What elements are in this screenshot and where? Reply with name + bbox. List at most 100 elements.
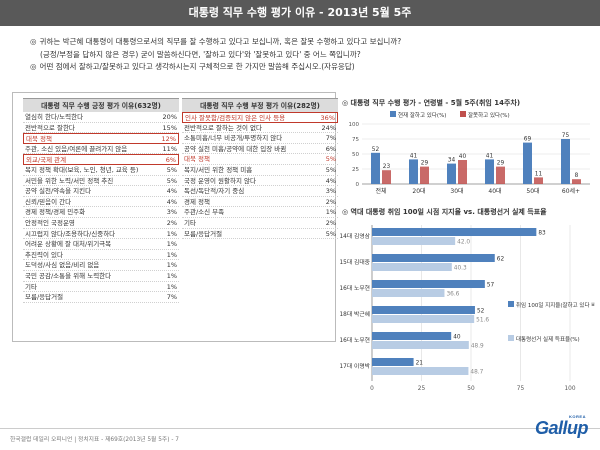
data-label: 34: [448, 158, 456, 164]
positive-reason-row: 안정적인 국정운영 2%: [23, 218, 179, 229]
x-tick-label: 75: [517, 386, 525, 392]
reason-label: 시끄럽지 않다/조용하다/신중하다: [25, 229, 116, 238]
x-tick-label: 60세+: [562, 187, 580, 195]
bar-approve: [561, 139, 570, 184]
reason-label: 독선/독단적/자기 중심: [184, 187, 245, 196]
y-tick-label: 17대 이명박: [340, 362, 371, 370]
reason-label: 공약 실천 미흡/공약에 대한 입장 바뀜: [184, 144, 287, 153]
legend-label: 잘못하고 있다(%): [468, 111, 510, 119]
question-text: (긍정/부정을 답하지 않은 경우) 굳이 말씀하신다면, '잘하고 있다'와 …: [40, 49, 361, 59]
age-approval-chart: ◎ 대통령 직무 수행 평가 - 연령별 - 5월 5주(취임 14주차) 현재 …: [340, 96, 595, 205]
x-tick-label: 50대: [526, 187, 539, 195]
question-1: ◎ 귀하는 박근혜 대통령이 대통령으로서의 직무를 잘 수행하고 있다고 보십니…: [30, 36, 590, 49]
data-label: 52: [372, 147, 380, 153]
x-tick-label: 전체: [375, 187, 386, 195]
reason-value: 2%: [166, 218, 177, 227]
question-3: ◎ 어떤 점에서 잘하고/잘못하고 있다고 생각하시는지 구체적으로 한 가지만 …: [30, 61, 590, 74]
bar-approve: [447, 163, 456, 184]
reason-value: 5%: [166, 165, 177, 174]
bar-election-vote: [372, 263, 452, 271]
positive-reason-row: 열심히 한다/노력한다 20%: [23, 112, 179, 123]
bar-approve: [485, 159, 494, 184]
negative-reason-row: 복지/서민 위한 정책 미흡 5%: [182, 165, 338, 176]
data-label: 51.6: [476, 318, 489, 324]
reason-label: 전반적으로 잘하는 것이 없다: [184, 123, 262, 132]
data-label: 48.7: [470, 370, 483, 376]
x-tick-label: 100: [564, 386, 575, 392]
reason-label: 모름/응답거절: [184, 229, 223, 238]
x-tick-label: 0: [370, 386, 374, 392]
data-label: 29: [497, 161, 505, 167]
bar-election-vote: [372, 237, 456, 245]
question-text: 어떤 점에서 잘하고/잘못하고 있다고 생각하시는지 구체적으로 한 가지만 말…: [39, 62, 355, 71]
data-label: 11: [535, 171, 543, 177]
positive-reason-row: 추진력이 있다 1%: [23, 250, 179, 261]
negative-reason-row: 주관/소신 부족 1%: [182, 207, 338, 218]
reason-label: 도덕성/사심 없음/비리 없음: [25, 261, 100, 270]
reason-value: 5%: [325, 229, 336, 238]
reason-value: 6%: [325, 144, 336, 153]
reason-value: 1%: [166, 282, 177, 291]
reason-value: 1%: [166, 229, 177, 238]
reason-label: 복지/서민 위한 정책 미흡: [184, 165, 253, 174]
bar-disapprove: [458, 160, 467, 184]
bar-approval-100days: [372, 306, 475, 314]
reason-value: 20%: [162, 113, 177, 121]
bar-approval-100days: [372, 332, 452, 340]
negative-reasons-table: 대통령 직무 수행 부정 평가 이유(282명) 인사 잘못함/검증되지 않은 …: [182, 98, 338, 240]
data-label: 48.9: [471, 344, 484, 350]
y-tick-label: 0: [356, 182, 360, 188]
reason-label: 대북 정책: [26, 135, 52, 143]
positive-reason-row: 주관, 소신 있음/여론에 끌려가지 않음 11%: [23, 144, 179, 155]
positive-reason-row: 전반적으로 잘한다 15%: [23, 123, 179, 134]
bar-approve: [523, 142, 532, 184]
question-text: 귀하는 박근혜 대통령이 대통령으로서의 직무를 잘 수행하고 있다고 보십니까…: [39, 37, 402, 46]
data-label: 62: [497, 257, 505, 263]
reason-label: 안정적인 국정운영: [25, 218, 75, 227]
negative-reason-row: 소통미흡/너무 비공개/투명하지 않다 7%: [182, 133, 338, 144]
reason-value: 5%: [325, 165, 336, 174]
gallup-logo: Gallup KOREA: [535, 414, 589, 439]
positive-reason-row: 서민을 위한 노력/서민 정책 추진 5%: [23, 176, 179, 187]
page-header: 대통령 직무 수행 평가 이유 - 2013년 5월 5주: [0, 0, 600, 26]
reason-value: 36%: [320, 114, 335, 122]
reason-value: 1%: [166, 261, 177, 270]
negative-reason-row: 독선/독단적/자기 중심 3%: [182, 186, 338, 197]
positive-reason-row: 경제 정책/경제 민주화 3%: [23, 207, 179, 218]
x-tick-label: 40대: [488, 187, 501, 195]
bar-election-vote: [372, 289, 445, 297]
data-label: 52: [477, 309, 485, 315]
positive-reason-row: 모름/응답거절 7%: [23, 292, 179, 303]
question-bullet: ◎: [30, 37, 37, 46]
reason-value: 4%: [166, 187, 177, 196]
bar-disapprove: [420, 166, 429, 184]
reason-value: 4%: [166, 197, 177, 206]
negative-reason-row: 기타 2%: [182, 218, 338, 229]
reason-value: 1%: [166, 271, 177, 280]
y-tick-label: 25: [352, 167, 359, 173]
reason-value: 24%: [321, 123, 336, 132]
negative-reason-row: 대북 정책 5%: [182, 154, 338, 165]
reason-label: 소통미흡/너무 비공개/투명하지 않다: [184, 134, 283, 143]
footer-divider: [0, 428, 600, 429]
y-tick-label: 50: [352, 152, 359, 158]
data-label: 75: [562, 133, 570, 139]
negative-reason-row: 국정 운영이 원활하지 않다 4%: [182, 176, 338, 187]
y-tick-label: 16대 노무현: [340, 336, 370, 344]
y-tick-label: 100: [349, 122, 360, 128]
positive-reason-row: 시끄럽지 않다/조용하다/신중하다 1%: [23, 229, 179, 240]
reason-label: 신뢰/믿음이 간다: [25, 197, 72, 206]
bar-election-vote: [372, 367, 469, 375]
negative-reason-row: 전반적으로 잘하는 것이 없다 24%: [182, 123, 338, 134]
reason-label: 주관/소신 부족: [184, 208, 225, 217]
reason-label: 대북 정책: [184, 155, 210, 164]
reason-label: 국민 공감/소통을 위해 노력한다: [25, 271, 112, 280]
page-title: 대통령 직무 수행 평가 이유 - 2013년 5월 5주: [188, 6, 412, 19]
data-label: 42.0: [457, 240, 470, 246]
x-tick-label: 25: [418, 386, 426, 392]
reason-label: 모름/응답거절: [25, 293, 64, 302]
reason-value: 7%: [325, 134, 336, 143]
reason-label: 기타: [25, 282, 37, 291]
legend-swatch: [460, 111, 466, 117]
positive-reason-row: 기타 1%: [23, 282, 179, 293]
